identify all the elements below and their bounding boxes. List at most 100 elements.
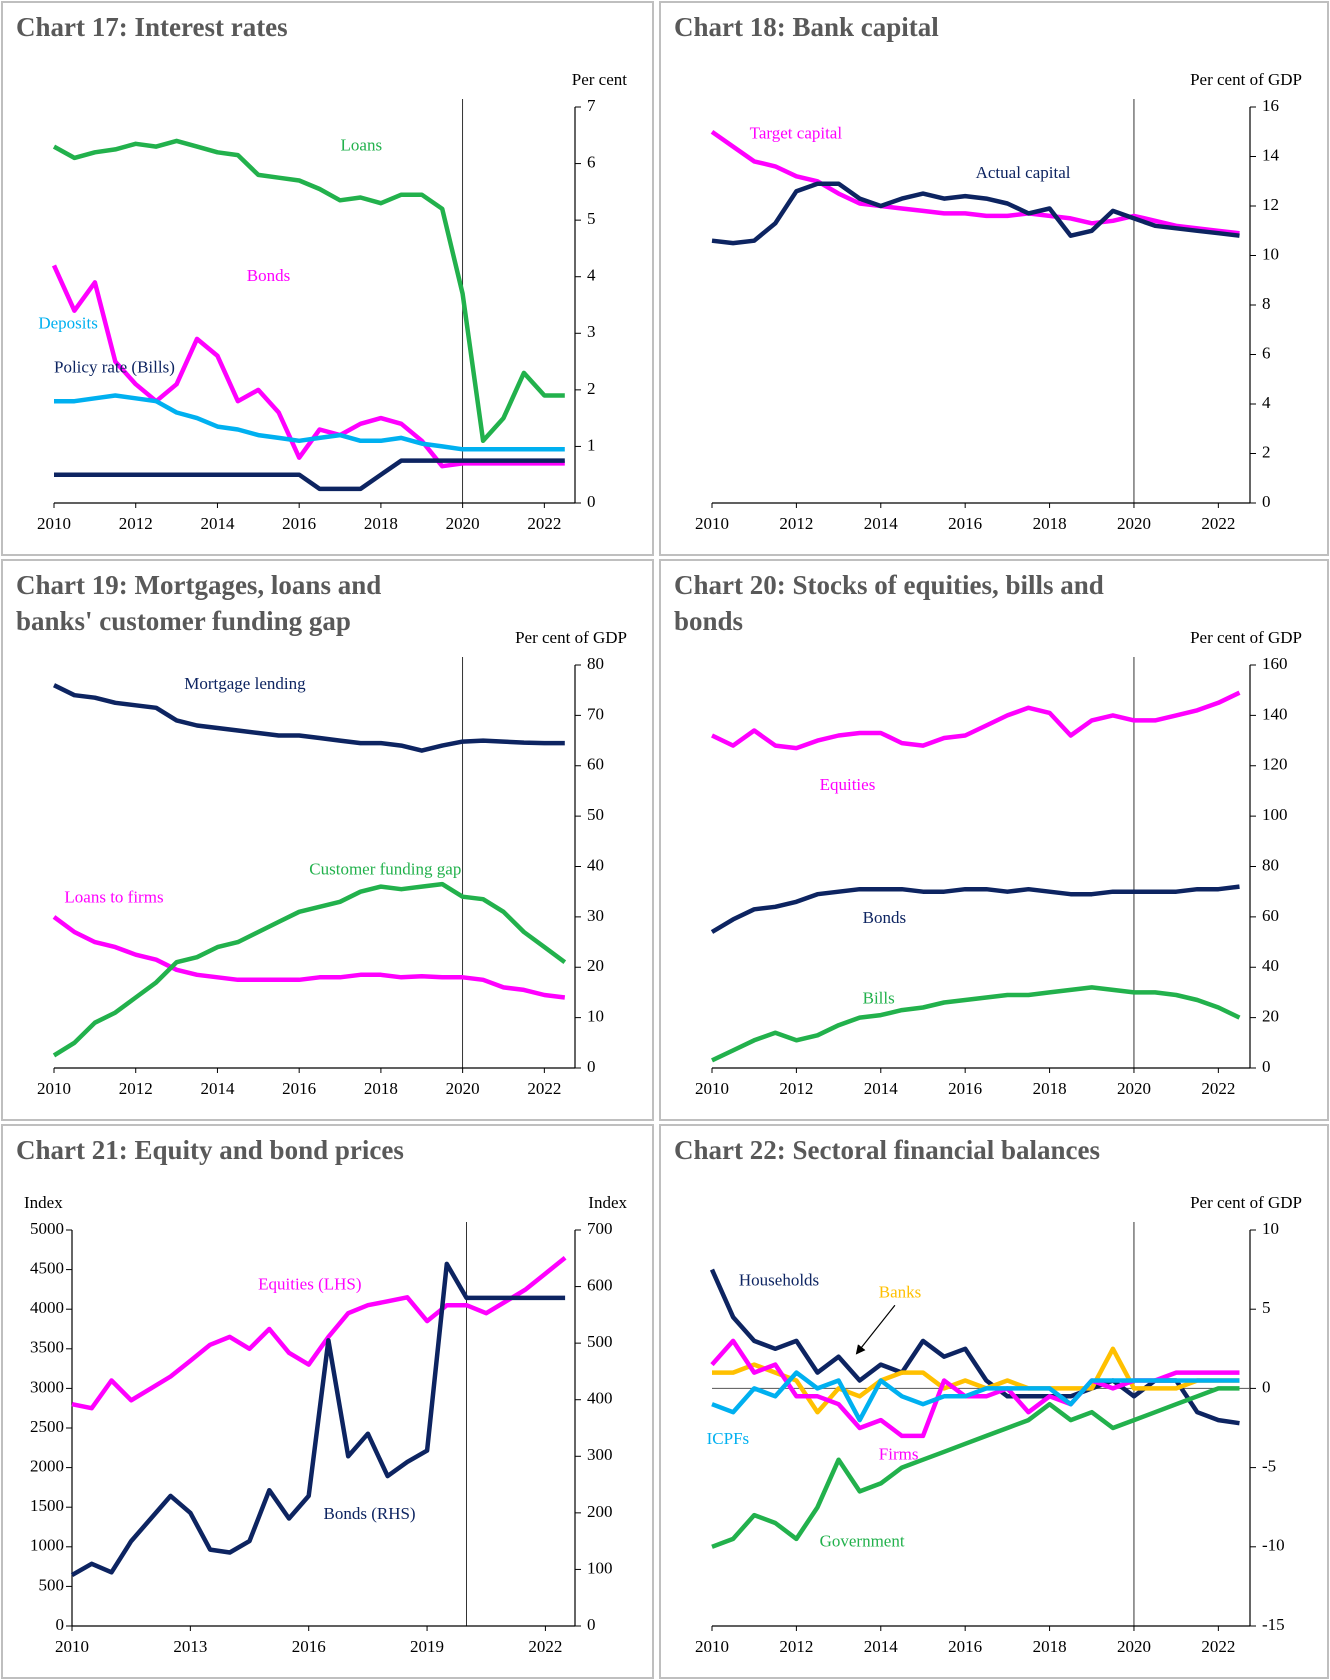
series-line (53, 683, 565, 753)
x-tick-label: 2016 (282, 1079, 316, 1098)
series-line (710, 884, 1240, 934)
series-label: Equities (LHS) (258, 1274, 361, 1293)
x-tick-label: 2012 (779, 514, 813, 533)
y-tick-label: 3 (587, 322, 596, 341)
series-line (54, 393, 565, 452)
series-label: Bills (863, 988, 895, 1007)
y-tick-label: -15 (1262, 1615, 1285, 1634)
series-line (711, 1370, 1240, 1423)
y2-tick-label: 0 (587, 1615, 596, 1634)
y-tick-label: 5 (587, 209, 596, 228)
y-tick-label: -10 (1262, 1536, 1285, 1555)
y-tick-label: 4 (587, 266, 596, 285)
x-tick-label: 2022 (527, 1079, 561, 1098)
series-line (711, 690, 1241, 751)
y-tick-label: 6 (1262, 343, 1271, 362)
y-tick-label: 50 (587, 805, 604, 824)
chart-title: Chart 17: Interest rates (16, 12, 288, 42)
y-tick-label: 0 (587, 492, 596, 511)
y-tick-label: 40 (587, 855, 604, 874)
y-tick-label: 4000 (30, 1298, 64, 1317)
y-tick-label: 0 (1262, 1377, 1271, 1396)
y-tick-label: 3500 (30, 1338, 64, 1357)
x-tick-label: 2020 (1117, 1637, 1151, 1656)
series-line (51, 264, 565, 469)
x-tick-label: 2013 (173, 1637, 207, 1656)
y-tick-label: 7 (587, 96, 596, 115)
x-tick-label: 2014 (200, 514, 235, 533)
x-tick-label: 2018 (1033, 1079, 1067, 1098)
series-label: Loans to firms (64, 888, 163, 907)
series-line (711, 181, 1240, 246)
y2-tick-label: 200 (587, 1502, 613, 1521)
y-tick-label: 140 (1262, 704, 1288, 723)
x-tick-label: 2018 (1033, 1637, 1067, 1656)
y2-tick-label: 500 (587, 1332, 613, 1351)
y-tick-label: 60 (1262, 906, 1279, 925)
y-tick-label: 2000 (30, 1457, 64, 1476)
y-tick-label: 1 (587, 435, 596, 454)
y-unit: Per cent of GDP (1190, 628, 1302, 647)
series-label: Target capital (750, 124, 843, 143)
x-tick-label: 2022 (528, 1637, 562, 1656)
y-tick-label: 4 (1262, 393, 1271, 412)
y-tick-label: 5000 (30, 1219, 64, 1238)
chart-title: Chart 19: Mortgages, loans and (16, 570, 381, 600)
series-label: Bonds (247, 266, 290, 285)
series-line (709, 1268, 1240, 1426)
y-unit: Per cent (572, 70, 628, 89)
x-tick-label: 2010 (695, 1079, 729, 1098)
y-tick-label: 5 (1262, 1298, 1271, 1317)
x-tick-label: 2022 (1201, 1079, 1235, 1098)
series-label: Actual capital (976, 163, 1071, 182)
x-tick-label: 2016 (948, 1637, 982, 1656)
y-tick-label: 0 (56, 1615, 65, 1634)
series-line (52, 881, 567, 1058)
panel-border (1, 1124, 654, 1679)
x-tick-label: 2016 (948, 1079, 982, 1098)
chart-title: banks' customer funding gap (16, 606, 351, 636)
chart-title: Chart 21: Equity and bond prices (16, 1135, 404, 1165)
y-tick-label: 0 (587, 1057, 596, 1076)
y-tick-label: 12 (1262, 195, 1279, 214)
y-tick-label: 2 (1262, 442, 1271, 461)
x-tick-label: 2018 (364, 1079, 398, 1098)
x-tick-label: 2014 (200, 1079, 235, 1098)
x-tick-label: 2010 (695, 1637, 729, 1656)
y-tick-label: 20 (587, 956, 604, 975)
x-tick-label: 2012 (779, 1079, 813, 1098)
y-tick-label: 40 (1262, 956, 1279, 975)
y-tick-label: 1000 (30, 1536, 64, 1555)
y-tick-label: 2500 (30, 1417, 64, 1436)
x-tick-label: 2012 (779, 1637, 813, 1656)
y-tick-label: 30 (587, 906, 604, 925)
series-line (710, 129, 1240, 236)
chart-title: bonds (674, 606, 743, 636)
series-label: Banks (879, 1282, 922, 1301)
y-tick-label: 10 (587, 1007, 604, 1026)
x-tick-label: 2020 (1117, 514, 1151, 533)
panel-border (659, 1, 1329, 556)
chart-title: Chart 18: Bank capital (674, 12, 939, 42)
x-tick-label: 2022 (1201, 514, 1235, 533)
y-tick-label: 16 (1262, 96, 1279, 115)
series-label: Equities (820, 775, 876, 794)
chart-title: Chart 22: Sectoral financial balances (674, 1135, 1100, 1165)
x-tick-label: 2014 (864, 1079, 899, 1098)
y-unit: Per cent of GDP (1190, 1193, 1302, 1212)
series-line (712, 1346, 1240, 1415)
y-unit: Index (24, 1193, 63, 1212)
y-tick-label: 160 (1262, 654, 1288, 673)
x-tick-label: 2020 (446, 1079, 480, 1098)
series-label: Policy rate (Bills) (54, 357, 175, 376)
series-line (52, 915, 566, 1000)
series-label: ICPFs (707, 1429, 750, 1448)
x-tick-label: 2014 (864, 514, 899, 533)
series-label: Firms (879, 1445, 919, 1464)
y-tick-label: 10 (1262, 1219, 1279, 1238)
x-tick-label: 2020 (1117, 1079, 1151, 1098)
y-tick-label: 500 (39, 1575, 65, 1594)
panel-border (659, 1124, 1329, 1679)
x-tick-label: 2010 (695, 514, 729, 533)
